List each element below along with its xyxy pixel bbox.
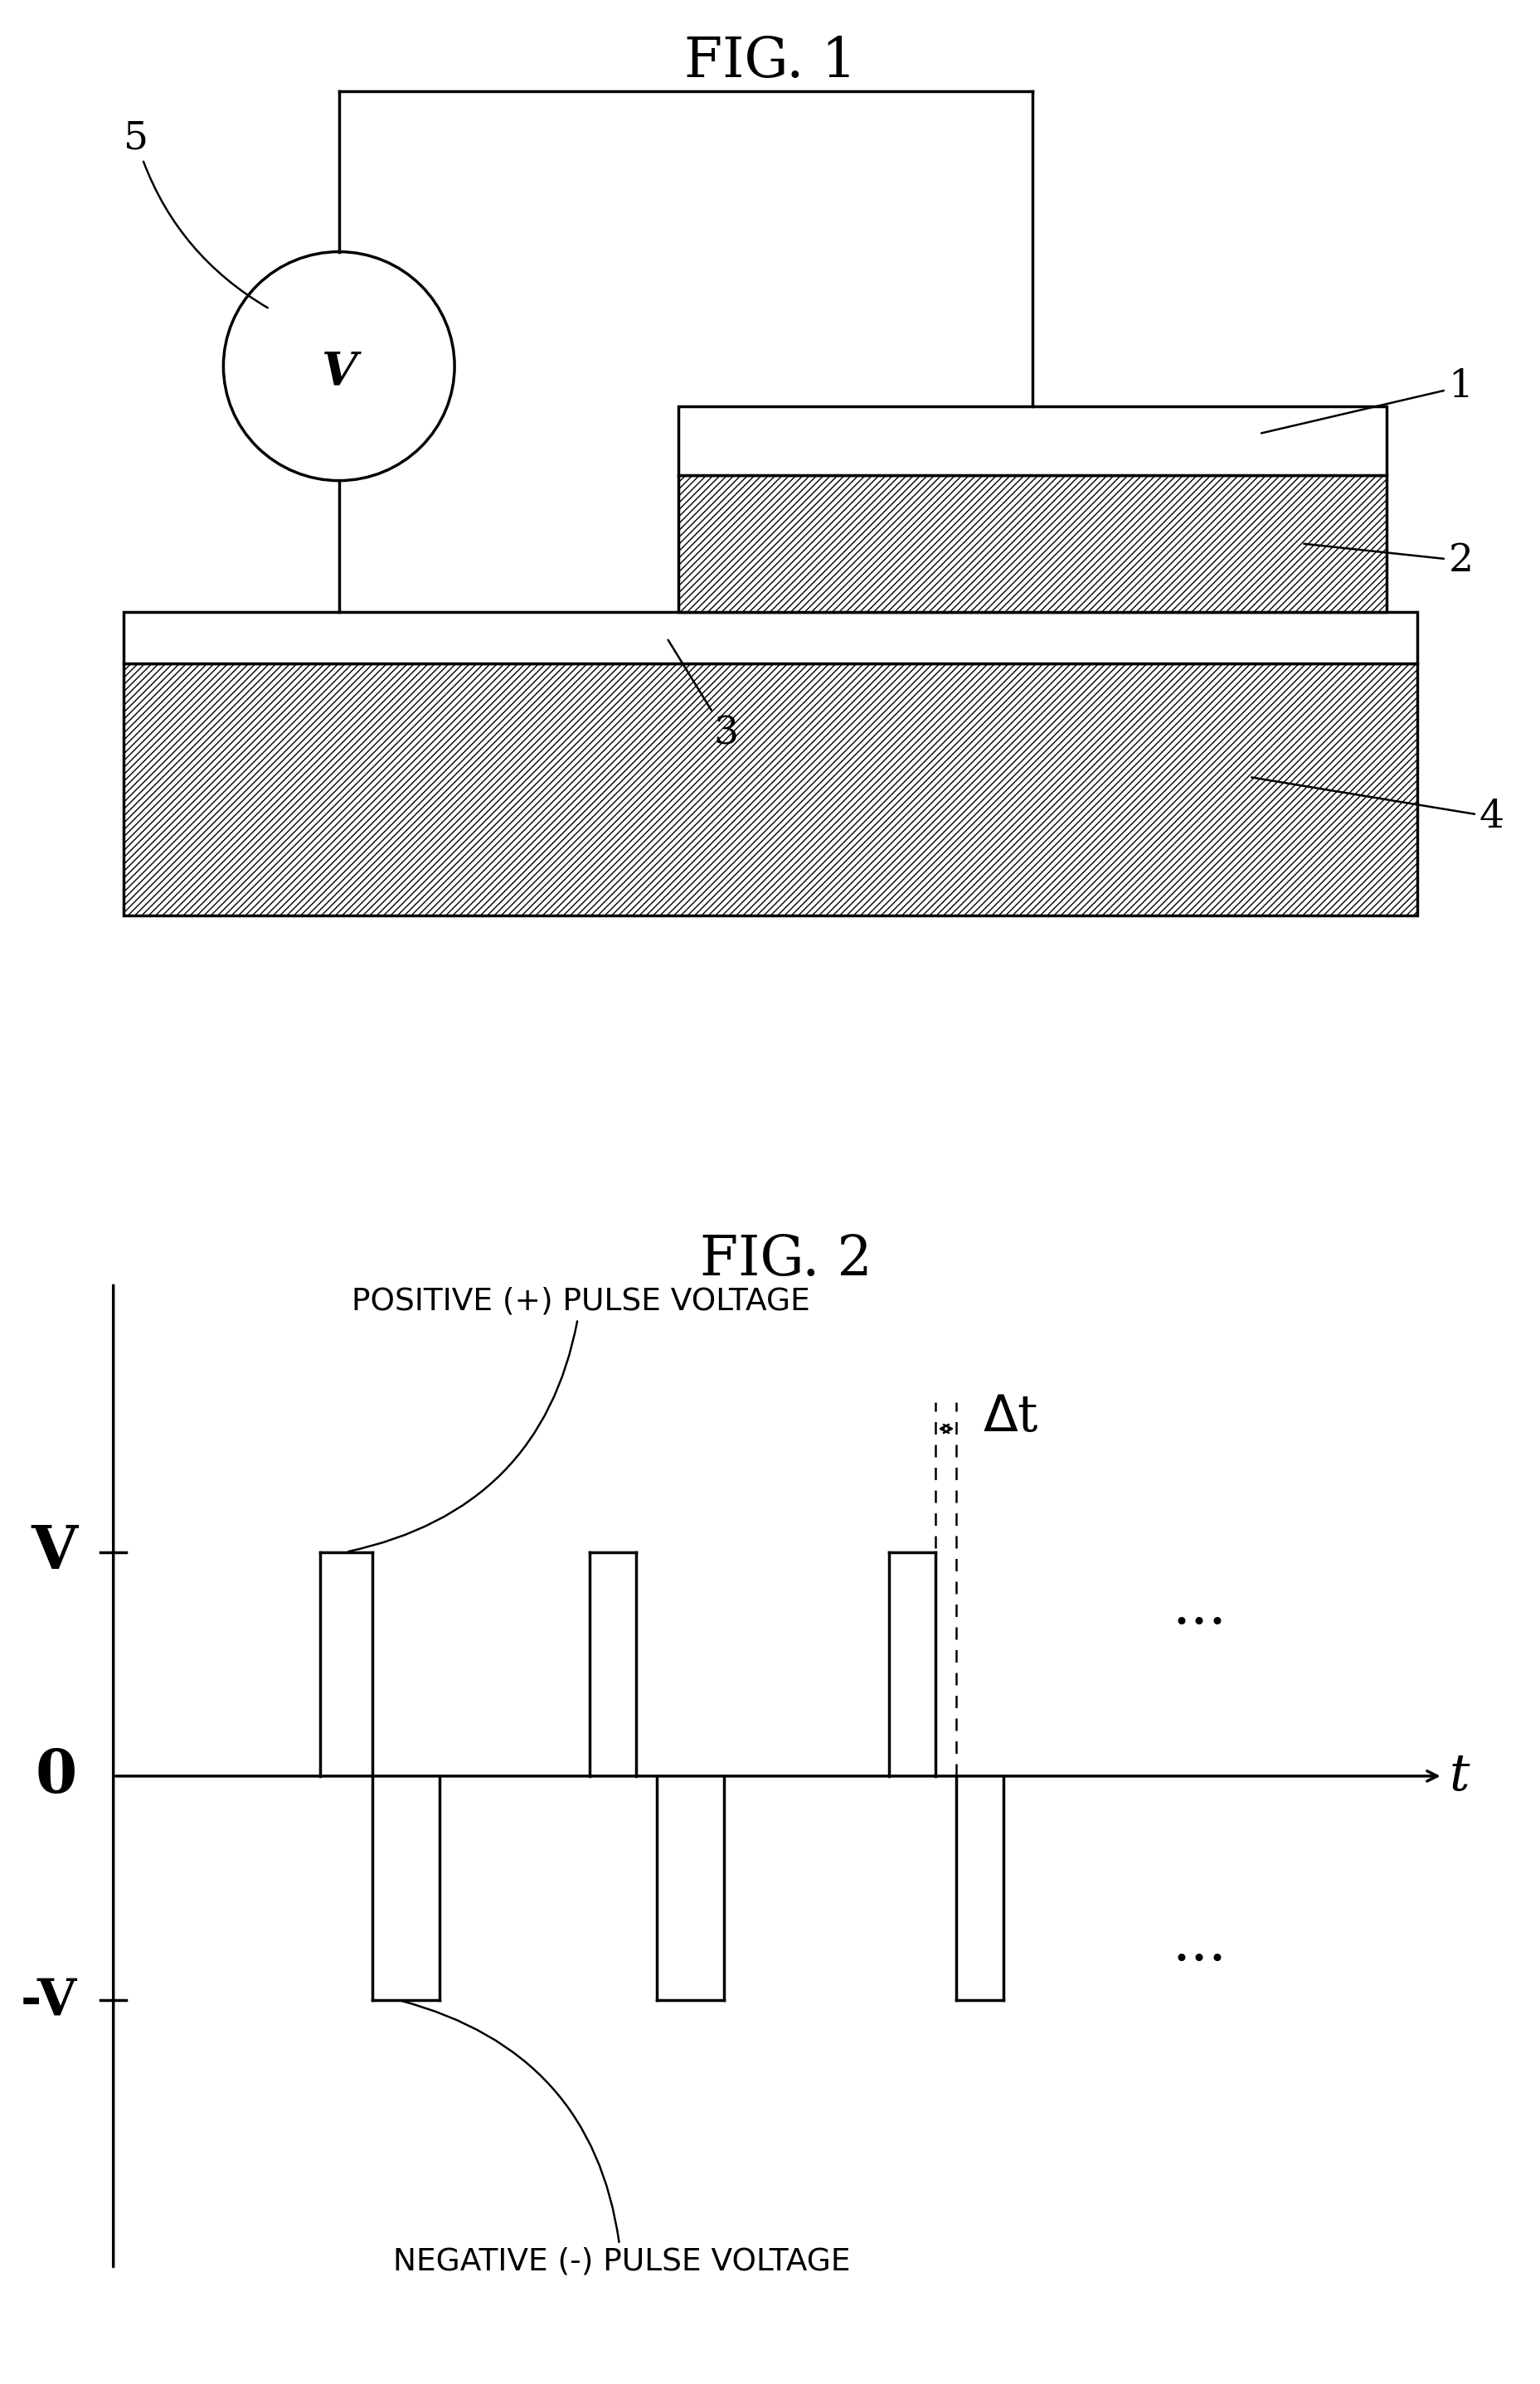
Bar bbox=[123, 613, 1417, 663]
Text: 4: 4 bbox=[1250, 777, 1503, 837]
Bar bbox=[678, 405, 1386, 474]
Text: FIG. 1: FIG. 1 bbox=[684, 33, 856, 88]
Bar bbox=[678, 474, 1386, 613]
Text: ...: ... bbox=[1172, 1581, 1226, 1635]
Text: 0: 0 bbox=[35, 1747, 77, 1805]
Text: NEGATIVE (-) PULSE VOLTAGE: NEGATIVE (-) PULSE VOLTAGE bbox=[393, 2000, 850, 2277]
Text: 5: 5 bbox=[123, 119, 268, 308]
Text: 3: 3 bbox=[668, 639, 738, 751]
Text: V: V bbox=[31, 1523, 77, 1581]
Text: ...: ... bbox=[1172, 1917, 1226, 1972]
Text: POSITIVE (+) PULSE VOLTAGE: POSITIVE (+) PULSE VOLTAGE bbox=[348, 1287, 808, 1552]
Text: -V: -V bbox=[20, 1976, 77, 2024]
Text: 2: 2 bbox=[1303, 541, 1472, 579]
Text: FIG. 2: FIG. 2 bbox=[699, 1233, 872, 1287]
Text: t: t bbox=[1449, 1752, 1469, 1800]
Bar bbox=[123, 663, 1417, 915]
Text: $\Delta$t: $\Delta$t bbox=[983, 1392, 1038, 1442]
Text: 1: 1 bbox=[1261, 367, 1472, 434]
Ellipse shape bbox=[223, 253, 454, 482]
Text: V: V bbox=[320, 348, 357, 396]
